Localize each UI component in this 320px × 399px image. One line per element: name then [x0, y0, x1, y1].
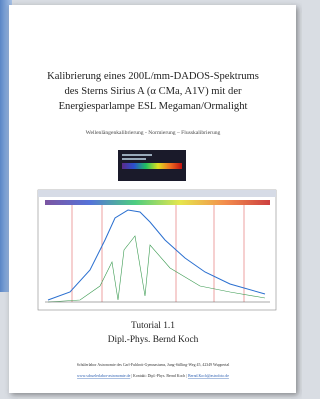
subtitle: Wellenlängenkalibrierung - Normierung – … [86, 130, 221, 136]
graph-image [38, 190, 276, 310]
page: Kalibrierung eines 200L/mm-DADOS-Spektru… [0, 0, 302, 399]
title-line: des Sterns Sirius A (α CMa, A1V) mit der [64, 86, 242, 97]
contact-text: | Kontakt: Dipl.-Phys. Bernd Koch | [130, 374, 188, 378]
website-link[interactable]: www.schuelerlabor-astronomie.de [77, 374, 131, 378]
title-line: Kalibrierung eines 200L/mm-DADOS-Spektru… [47, 71, 259, 82]
author: Dipl.-Phys. Bernd Koch [108, 335, 199, 345]
spectrum-image [118, 150, 186, 181]
email-link[interactable]: Bernd.Koch@astrofoto.de [188, 374, 229, 378]
document-thumbnail: Kalibrierung eines 200L/mm-DADOS-Spektru… [0, 0, 302, 399]
tutorial-number: Tutorial 1.1 [131, 321, 175, 331]
footer-contact: www.schuelerlabor-astronomie.de | Kontak… [77, 374, 229, 378]
title-line: Energiesparlampe ESL Megaman/Ormalight [59, 101, 248, 112]
